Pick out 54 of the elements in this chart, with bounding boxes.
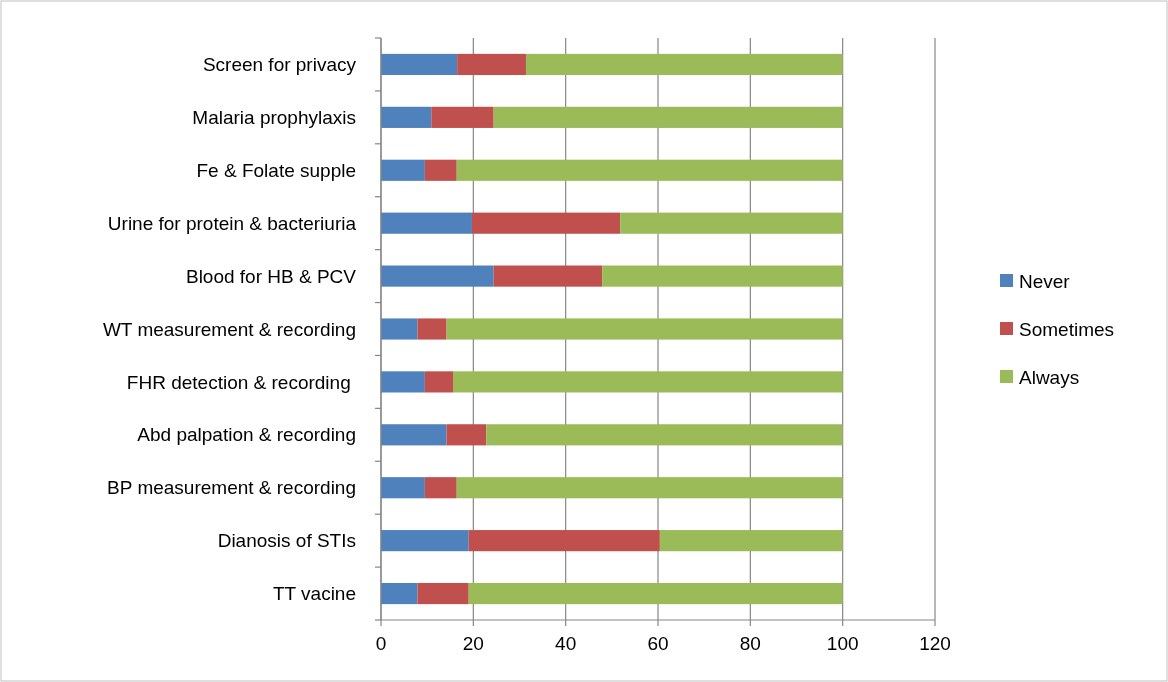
x-tick-label: 120 [919,633,951,654]
x-tick-label: 100 [826,633,859,654]
bar [468,582,843,605]
bar [381,371,425,393]
bar [525,53,843,76]
bar [381,582,418,605]
bar [424,477,457,499]
bar [381,424,447,446]
bar [453,371,843,393]
bar [456,159,843,181]
y-tick-label: Abd palpation & recording [137,424,356,446]
y-tick-label: Urine for protein & bacteriuria [107,212,357,234]
bar [381,265,494,287]
x-tick-label: 80 [739,633,761,654]
y-tick-label: FHR detection & recording [126,371,356,393]
bar [424,159,457,181]
bar [381,318,418,340]
x-tick-label: 20 [462,633,484,654]
x-tick-label: 40 [555,633,577,654]
bar [486,424,843,446]
y-tick-label: Malaria prophylaxis [192,107,356,129]
bar [381,477,425,499]
bar [471,212,621,234]
legend-label: Always [1019,366,1080,388]
legend-label: Never [1019,270,1071,292]
y-tick-label: Blood for HB & PCV [185,265,357,287]
bar [446,318,843,340]
bar [457,53,526,76]
y-tick-label: WT measurement & recording [102,318,356,340]
y-tick-label: Screen for privacy [202,54,357,76]
y-tick-label: TT vacine [272,583,356,605]
bar [493,265,603,287]
bar [431,106,494,128]
y-tick-label: BP measurement & recording [107,477,356,499]
y-tick-label: Fe & Folate supple [196,159,356,181]
bar [659,530,843,552]
bar [620,212,843,234]
bar [381,530,469,552]
bar [456,477,843,499]
bar [381,53,458,76]
legend-label: Sometimes [1019,318,1115,340]
bar [381,159,425,181]
bar [493,106,843,128]
x-tick-label: 0 [375,633,387,654]
bar [602,265,843,287]
x-tick-label: 60 [647,633,669,654]
bar [468,530,660,552]
bar [424,371,454,393]
bar [381,212,472,234]
bar [417,318,447,340]
bar [446,424,487,446]
bar [381,106,432,128]
bar [417,582,469,605]
y-tick-label: Dianosis of STIs [217,530,356,552]
